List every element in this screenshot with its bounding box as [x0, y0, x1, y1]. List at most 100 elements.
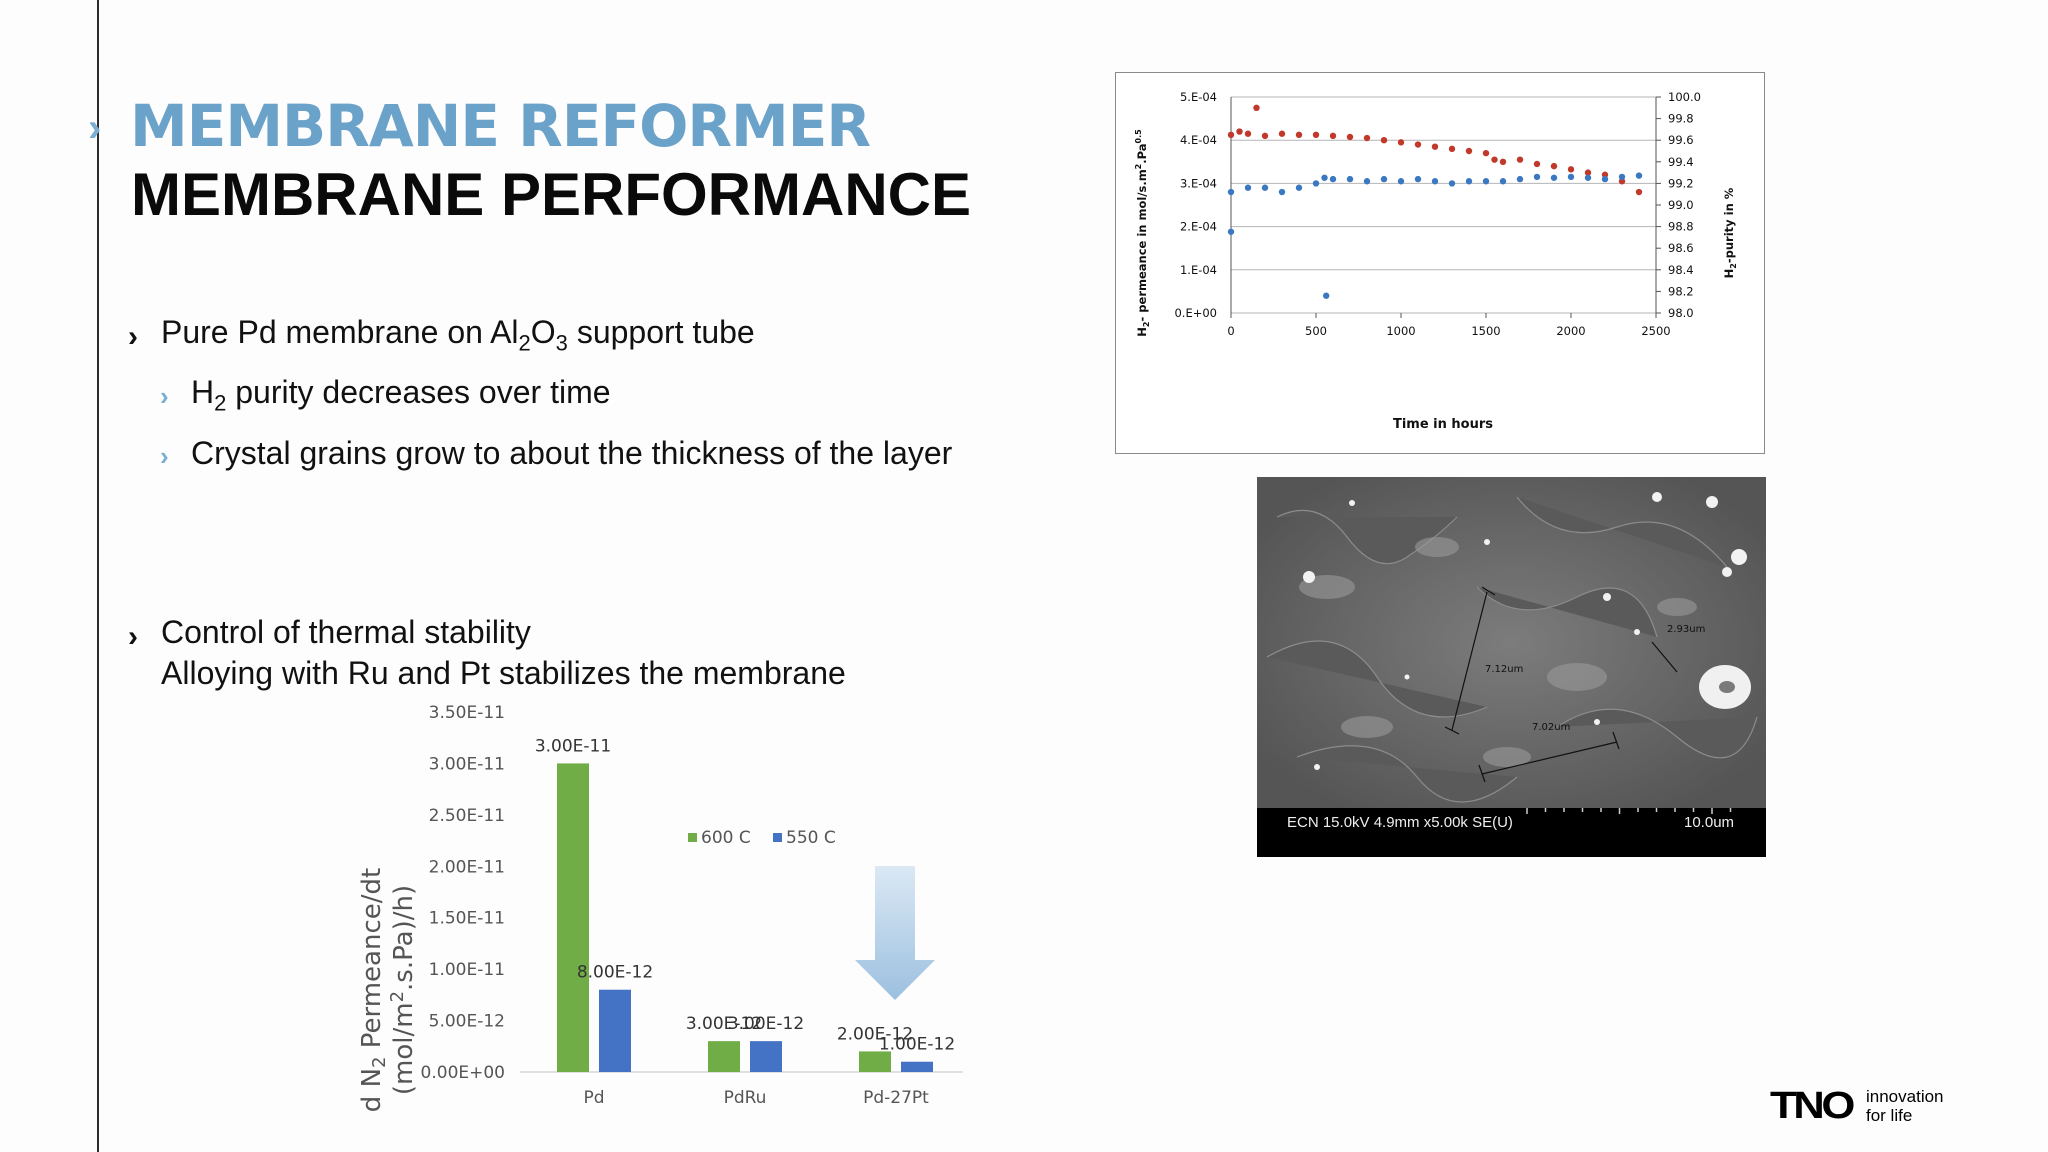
y-right-tick-label: 99.8 — [1668, 112, 1694, 126]
legend-label: 550 C — [786, 828, 836, 848]
data-point — [1635, 188, 1643, 196]
data-point — [1278, 130, 1286, 137]
bar-y-tick-label: 3.50E-11 — [429, 703, 505, 723]
data-point — [1499, 178, 1507, 185]
measure-label-1: 2.93um — [1667, 624, 1705, 635]
x-tick-label: 2500 — [1641, 324, 1670, 338]
tno-tagline: innovation for life — [1866, 1087, 1944, 1125]
x-tick-label: 1000 — [1386, 324, 1415, 338]
sem-info-text: ECN 15.0kV 4.9mm x5.00k SE(U) — [1287, 814, 1513, 831]
y-left-tick-label: 1.E-04 — [1180, 263, 1217, 277]
bar-data-label: 2.00E-12 — [837, 1024, 913, 1044]
data-point — [1491, 156, 1498, 163]
y-right-tick-label: 99.0 — [1668, 198, 1694, 212]
data-point — [1618, 173, 1626, 181]
data-point — [1261, 184, 1269, 191]
bar — [750, 1041, 782, 1072]
bar-y-tick-label: 2.00E-11 — [429, 857, 505, 877]
bar — [708, 1041, 740, 1072]
data-point — [1380, 175, 1388, 183]
y-left-tick-label: 4.E-04 — [1180, 133, 1217, 147]
data-point — [1567, 166, 1575, 173]
y-right-tick-label: 98.8 — [1668, 220, 1694, 234]
bar — [901, 1061, 933, 1072]
title-chevron-icon: › — [88, 106, 102, 150]
x-tick-label: 1500 — [1471, 324, 1500, 338]
data-point — [1431, 178, 1439, 185]
bar-y-tick-label: 2.50E-11 — [429, 806, 505, 826]
bar-category-label: Pd — [583, 1088, 604, 1108]
x-axis-label: Time in hours — [1393, 417, 1493, 432]
scatter-chart-svg: 0.E+00 1.E-04 2.E-04 3.E-04 4.E-04 5.E-04 98.0… — [1134, 90, 1738, 432]
y-right-tick-label: 100.0 — [1668, 90, 1701, 104]
bar-category-label: Pd-27Pt — [863, 1088, 929, 1108]
data-point — [1329, 175, 1337, 183]
y-right-tick-label: 98.0 — [1668, 306, 1694, 320]
data-point — [1414, 175, 1422, 183]
x-tick-label: 2000 — [1556, 324, 1585, 338]
data-point — [1261, 132, 1269, 140]
y-right-axis-label: H2-purity in % — [1722, 187, 1738, 278]
title-line-2: MEMBRANE PERFORMANCE — [131, 161, 971, 228]
sem-image-svg: 2.93um 7.12um 7.02um — [1257, 477, 1766, 808]
data-point — [1431, 143, 1439, 150]
y-right-tick-label: 98.6 — [1668, 241, 1694, 255]
y-right-tick-label: 99.4 — [1668, 155, 1694, 169]
bar-category-label: PdRu — [724, 1088, 767, 1108]
bullet-thermal-stability: Control of thermal stability — [161, 614, 531, 650]
bar-data-label: 3.00E-11 — [535, 736, 611, 756]
data-point — [1346, 175, 1354, 183]
bar — [599, 989, 631, 1072]
y-left-tick-label: 3.E-04 — [1180, 176, 1217, 190]
data-point — [1227, 228, 1235, 235]
data-point — [1584, 169, 1592, 176]
left-margin-line — [97, 0, 99, 1152]
tagline-line-1: innovation — [1866, 1087, 1944, 1106]
legend-swatch — [773, 833, 782, 842]
decrease-arrow-icon — [855, 866, 935, 1000]
bullet-pd-membrane: Pure Pd membrane on Al2O3 support tube — [161, 314, 755, 356]
bar-data-label: 3.00E-12 — [686, 1014, 762, 1034]
bar-y-tick-label: 3.00E-11 — [429, 754, 505, 774]
data-point — [1253, 104, 1260, 111]
data-point — [1295, 131, 1303, 138]
y-right-tick-label: 98.2 — [1668, 284, 1694, 298]
measure-label-2: 7.12um — [1485, 664, 1523, 675]
bar-y-tick-label: 0.00E+00 — [421, 1063, 505, 1083]
data-point — [1550, 174, 1558, 181]
data-point — [1482, 149, 1490, 157]
data-point — [1312, 131, 1320, 138]
data-point — [1397, 178, 1405, 185]
y-right-tick-label: 99.6 — [1668, 133, 1694, 147]
bar — [557, 763, 589, 1072]
data-point — [1567, 173, 1575, 181]
data-point — [1244, 184, 1252, 191]
data-point — [1448, 180, 1456, 187]
data-point — [1448, 145, 1456, 153]
y-right-tick-label: 98.4 — [1668, 263, 1694, 277]
permeance-purity-chart: 0.E+00 1.E-04 2.E-04 3.E-04 4.E-04 5.E-04 98.0… — [1115, 72, 1765, 454]
data-point — [1482, 178, 1490, 185]
legend-label: 600 C — [701, 828, 751, 848]
bullet-chevron-icon: › — [128, 620, 138, 653]
data-point — [1227, 131, 1235, 138]
sub-bullet-chevron-icon: › — [160, 381, 169, 411]
y-left-tick-label: 5.E-04 — [1180, 90, 1217, 104]
bar-y-tick-label: 1.00E-11 — [429, 960, 505, 980]
data-point — [1321, 174, 1328, 181]
data-point — [1236, 128, 1243, 135]
data-point — [1363, 178, 1371, 185]
y-left-axis-label: H2- permeance in mol/s.m2.Pa0.5 — [1134, 129, 1151, 337]
bullet-crystal-grains: Crystal grains grow to about the thickne… — [191, 435, 953, 471]
bar-y-tick-label: 1.50E-11 — [429, 909, 505, 929]
data-point — [1465, 147, 1473, 155]
y-left-tick-label: 0.E+00 — [1174, 306, 1217, 320]
bar-y-axis-label-line2: (mol/m2.s.Pa)/h) — [387, 885, 419, 1095]
sem-info-bar: ECN 15.0kV 4.9mm x5.00k SE(U) 10.0um — [1257, 808, 1766, 857]
data-point — [1550, 162, 1558, 170]
bar — [859, 1051, 891, 1072]
tno-logo: TNO — [1770, 1085, 1855, 1127]
data-point — [1346, 133, 1354, 141]
title-line-1: MEMBRANE REFORMER — [130, 92, 871, 160]
x-tick-label: 0 — [1227, 324, 1234, 338]
